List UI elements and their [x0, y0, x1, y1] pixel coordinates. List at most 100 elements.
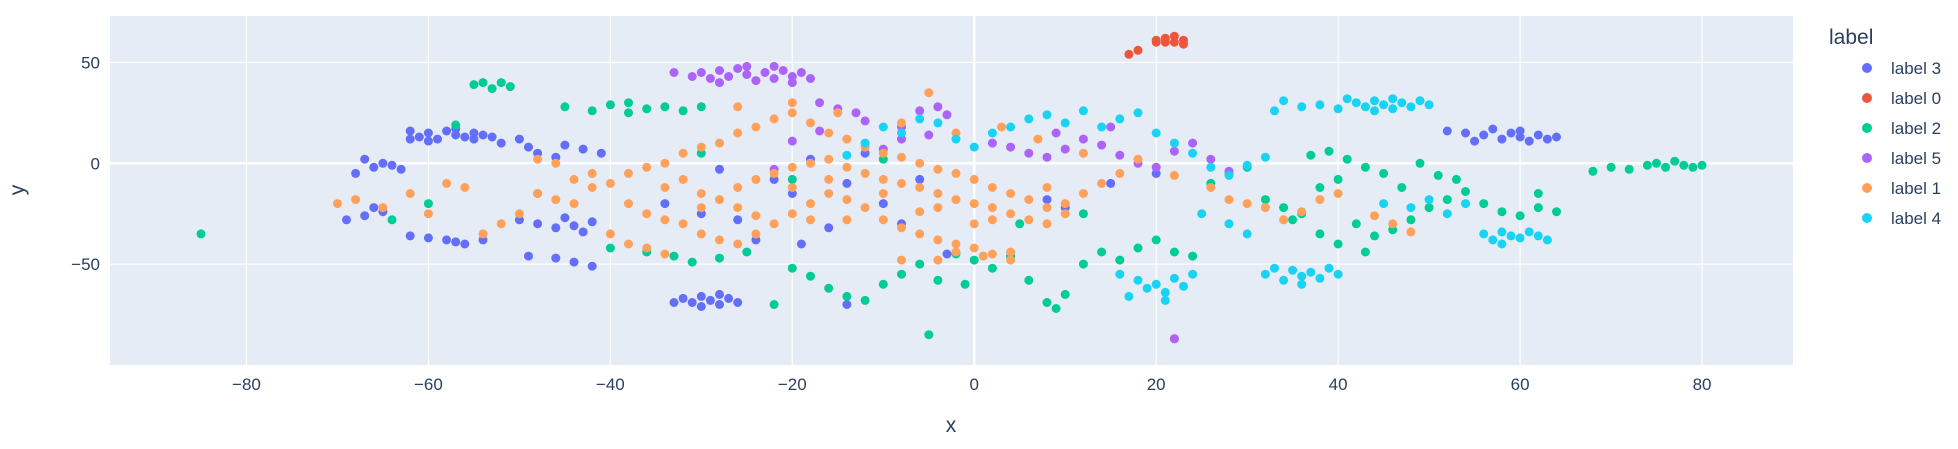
data-point — [660, 249, 670, 259]
data-point — [915, 106, 925, 116]
data-point — [1115, 168, 1125, 178]
data-point — [1370, 96, 1379, 106]
legend-marker-icon — [1862, 213, 1872, 223]
legend-item[interactable]: label 1 — [1862, 179, 1941, 198]
data-point — [487, 84, 497, 94]
legend-label: label 2 — [1891, 119, 1941, 138]
data-point — [1224, 195, 1234, 205]
data-point — [878, 215, 888, 225]
legend-item[interactable]: label 0 — [1862, 89, 1941, 108]
data-point — [1324, 263, 1334, 273]
data-point — [696, 229, 706, 239]
data-point — [1461, 128, 1470, 138]
data-point — [824, 283, 834, 293]
data-point — [933, 203, 943, 213]
data-point — [769, 219, 779, 229]
data-point — [678, 293, 688, 303]
data-point — [514, 209, 524, 219]
data-point — [796, 239, 806, 249]
legend-item[interactable]: label 5 — [1862, 149, 1941, 168]
data-point — [1479, 229, 1489, 239]
data-point — [433, 134, 442, 144]
legend-label: label 1 — [1891, 179, 1941, 198]
legend-item[interactable]: label 2 — [1862, 119, 1941, 138]
data-point — [569, 199, 579, 209]
data-point — [1188, 251, 1198, 261]
data-point — [1060, 144, 1070, 154]
data-point — [487, 132, 497, 142]
data-point — [824, 223, 834, 233]
data-point — [1106, 178, 1116, 188]
data-point — [1042, 183, 1052, 192]
data-point — [1397, 183, 1407, 192]
data-point — [405, 134, 415, 144]
data-point — [733, 183, 743, 192]
data-point — [897, 152, 906, 162]
data-point — [915, 158, 925, 168]
data-point — [387, 215, 397, 225]
data-point — [1042, 110, 1052, 120]
data-point — [724, 72, 734, 81]
legend-item[interactable]: label 3 — [1862, 59, 1941, 78]
data-point — [1442, 126, 1452, 136]
data-point — [1133, 275, 1143, 285]
data-point — [451, 237, 461, 247]
data-point — [860, 295, 870, 305]
data-point — [1333, 269, 1343, 279]
data-point — [1078, 209, 1088, 219]
data-point — [1515, 233, 1525, 243]
data-point — [1661, 162, 1671, 172]
data-point — [369, 162, 379, 172]
data-point — [1479, 130, 1489, 140]
data-point — [1151, 235, 1161, 245]
legend-item[interactable]: label 4 — [1862, 209, 1941, 228]
data-point — [696, 302, 706, 311]
data-point — [1424, 195, 1434, 205]
data-point — [696, 203, 706, 213]
data-point — [1206, 183, 1216, 192]
data-point — [1242, 199, 1252, 209]
data-point — [715, 78, 724, 88]
data-point — [1606, 162, 1616, 172]
data-point — [1078, 189, 1088, 198]
y-axis-title: y — [6, 184, 29, 195]
data-point — [642, 243, 652, 253]
data-point — [1151, 162, 1161, 172]
data-point — [533, 189, 543, 198]
data-point — [915, 207, 925, 217]
data-point — [1024, 148, 1034, 158]
data-point — [733, 203, 743, 213]
data-point — [897, 269, 906, 279]
data-point — [915, 259, 925, 269]
data-point — [915, 183, 925, 192]
data-point — [360, 211, 370, 221]
data-point — [1297, 271, 1307, 281]
data-point — [1515, 211, 1525, 221]
data-point — [605, 178, 615, 188]
data-point — [842, 178, 852, 188]
data-point — [551, 158, 561, 168]
data-point — [769, 300, 779, 309]
data-point — [1351, 219, 1361, 229]
data-point — [787, 183, 797, 192]
data-point — [396, 164, 406, 174]
data-point — [705, 295, 715, 305]
data-point — [1388, 104, 1398, 114]
data-point — [987, 263, 997, 273]
data-point — [451, 120, 461, 130]
data-point — [533, 219, 543, 229]
legend-title: label — [1829, 26, 1873, 49]
data-point — [1097, 178, 1107, 188]
data-point — [842, 291, 852, 301]
data-point — [815, 98, 825, 108]
data-point — [524, 251, 533, 261]
data-point — [696, 142, 706, 152]
data-point — [1670, 156, 1680, 166]
x-tick-label: −60 — [414, 375, 443, 394]
data-point — [1151, 37, 1161, 47]
data-point — [496, 138, 506, 148]
data-point — [1488, 235, 1498, 245]
data-point — [1679, 160, 1689, 170]
data-point — [878, 189, 888, 198]
legend-label: label 4 — [1891, 209, 1941, 228]
